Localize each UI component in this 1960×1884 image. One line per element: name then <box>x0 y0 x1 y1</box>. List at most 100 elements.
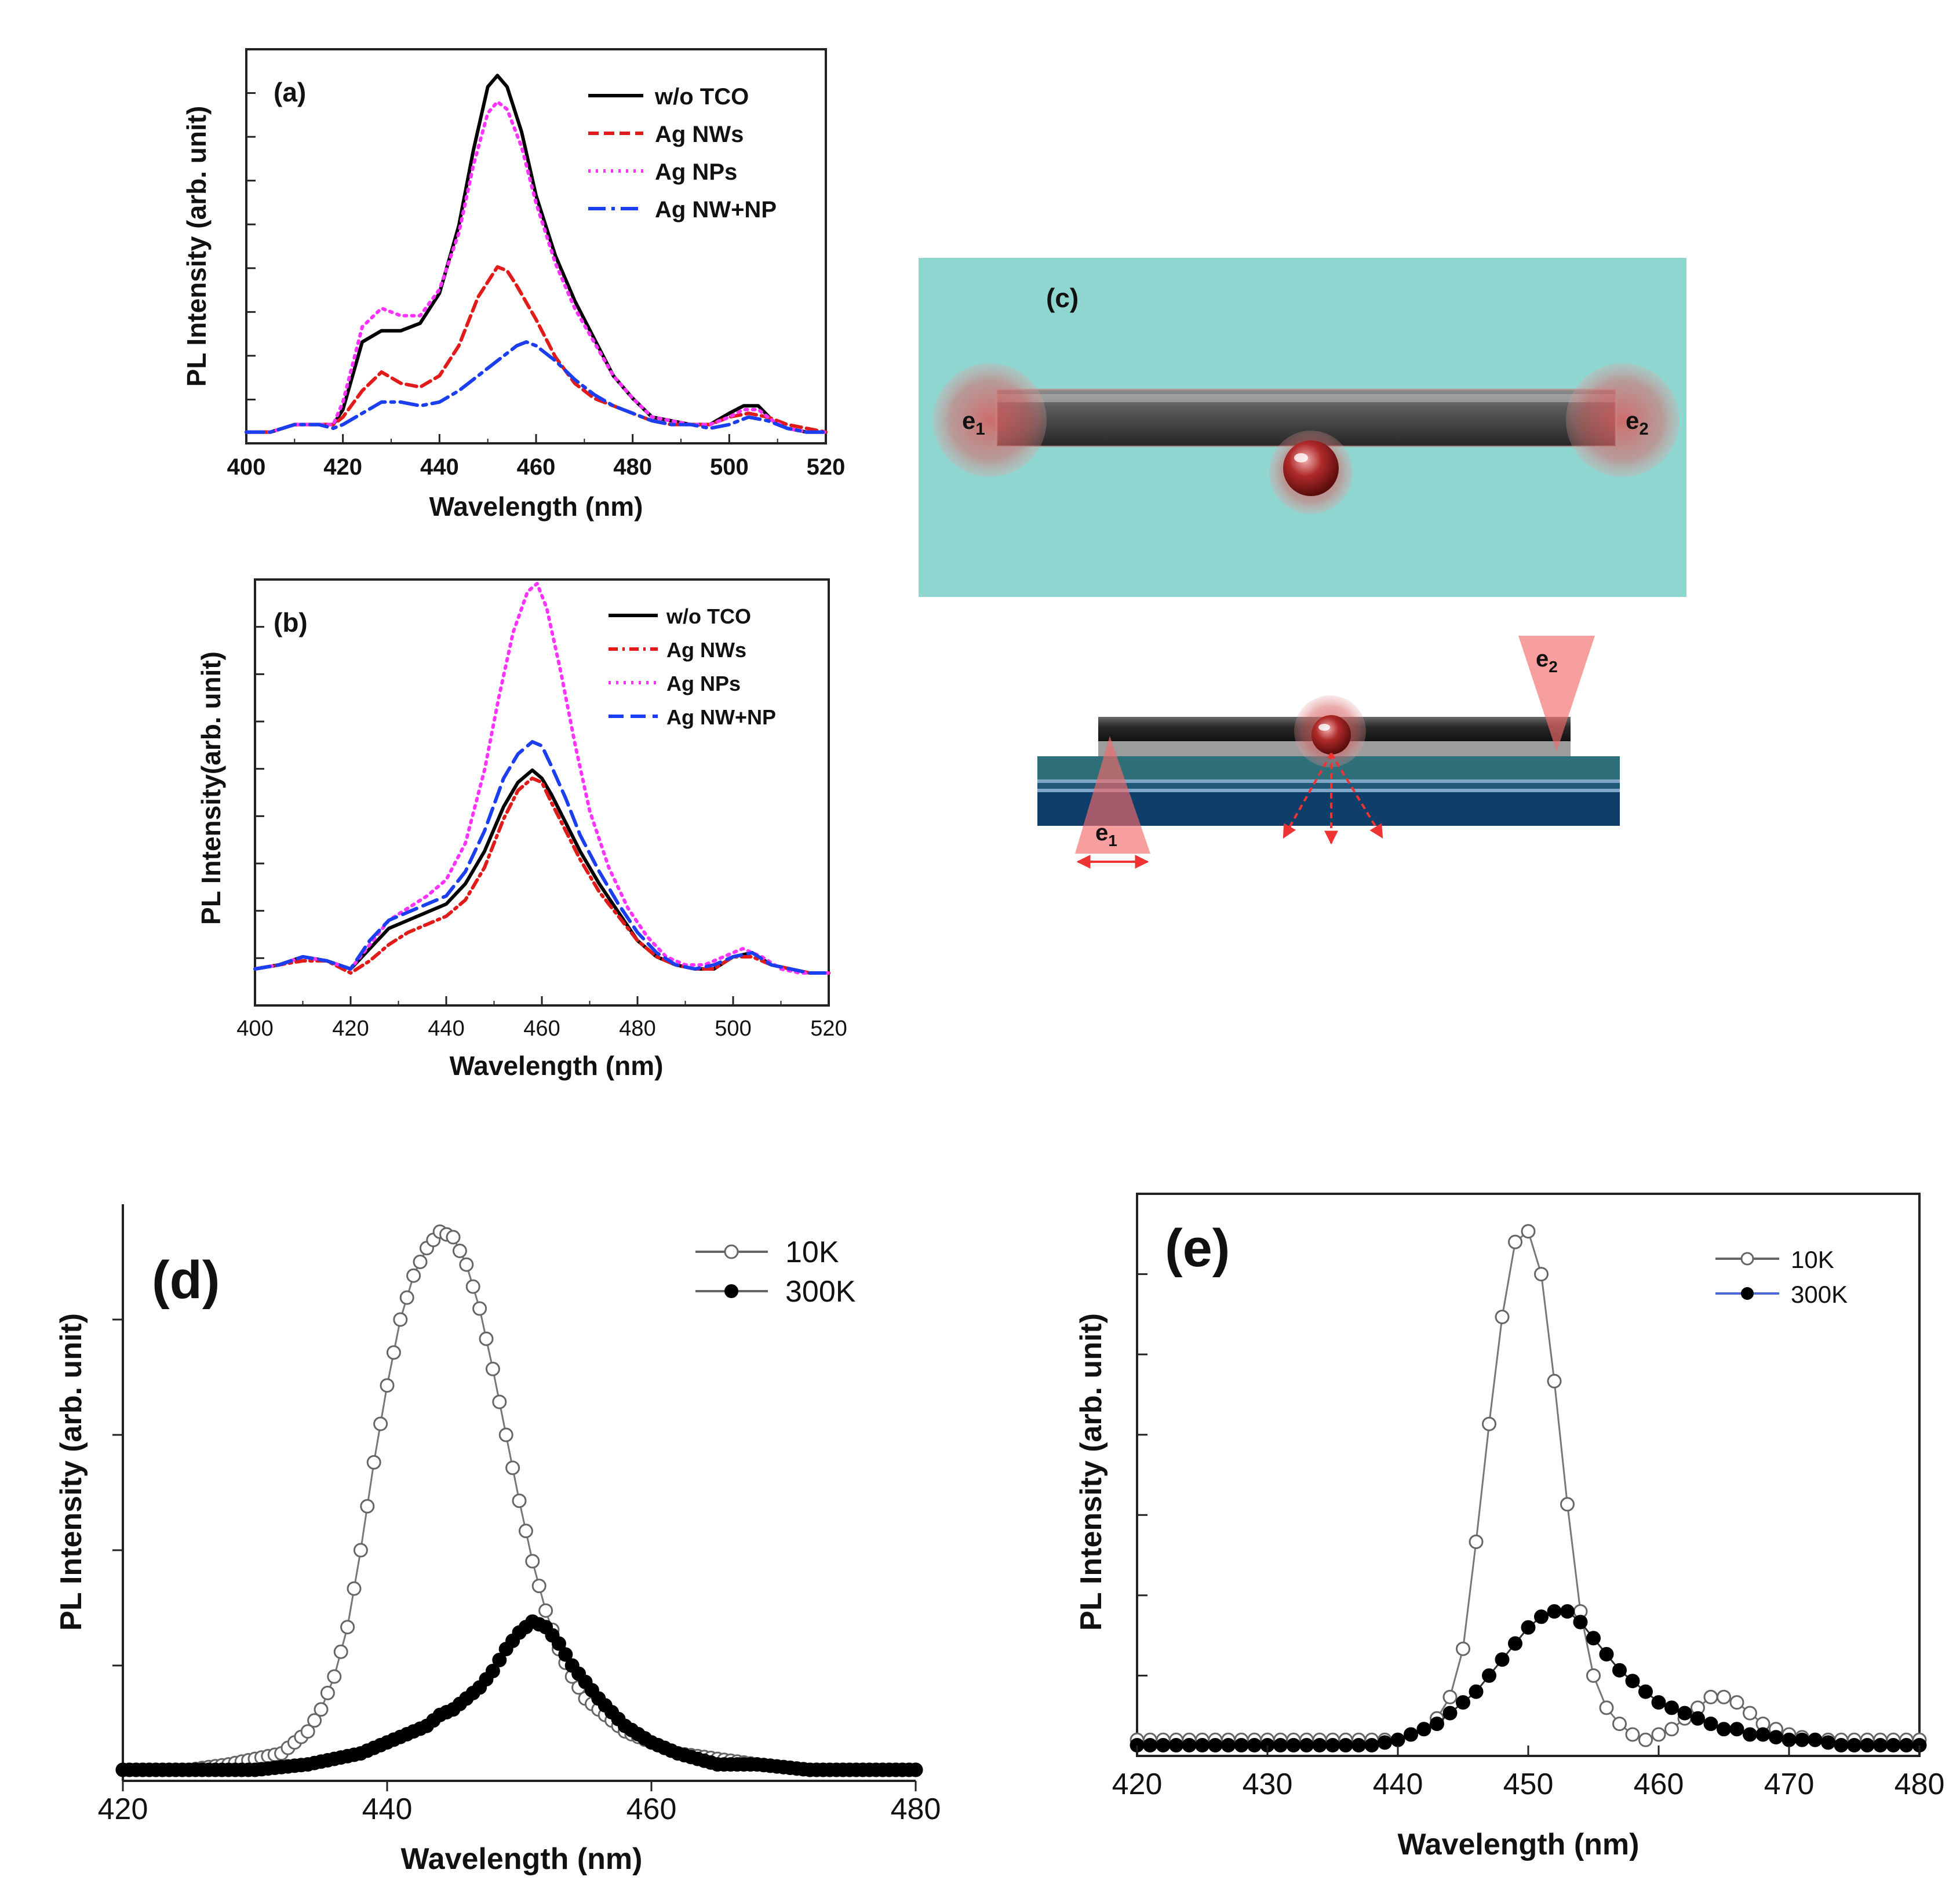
panel-e-yticks <box>1137 1273 1147 1677</box>
point-d-0 <box>465 1279 480 1294</box>
panel-a-legend: w/o TCO Ag NWs Ag NPs Ag NW+NP <box>588 84 777 223</box>
legend-e-label-1: 300K <box>1791 1281 1848 1308</box>
point-d-0 <box>380 1378 395 1393</box>
point-e-0 <box>1743 1706 1757 1721</box>
panel-b-xticks: 400 420 440 460 480 500 520 <box>236 996 847 1041</box>
legend-d-label-0: 10K <box>785 1236 839 1269</box>
point-e-1 <box>1782 1732 1797 1747</box>
xtick-label: 520 <box>810 1016 847 1041</box>
point-d-0 <box>366 1455 381 1470</box>
panel-e-xlabel: Wavelength (nm) <box>1398 1828 1640 1861</box>
point-e-1 <box>1299 1738 1314 1752</box>
point-d-0 <box>413 1255 428 1269</box>
panel-d-legend: 10K 300K <box>695 1236 856 1309</box>
xtick-label: 430 <box>1243 1768 1293 1801</box>
point-e-0 <box>1456 1641 1470 1656</box>
legend-d-label-1: 300K <box>785 1275 856 1309</box>
point-e-1 <box>1860 1738 1875 1752</box>
xtick-label: 400 <box>236 1016 273 1041</box>
point-d-0 <box>314 1702 329 1717</box>
xtick-label: 460 <box>1634 1768 1684 1801</box>
point-d-0 <box>300 1724 315 1739</box>
point-d-0 <box>525 1554 540 1569</box>
nanoparticle-top <box>1283 440 1339 496</box>
nanoparticle-side-shine <box>1318 724 1330 731</box>
point-e-1 <box>1534 1609 1549 1624</box>
point-d-0 <box>512 1493 527 1508</box>
point-e-1 <box>1717 1722 1731 1737</box>
point-e-1 <box>1469 1684 1484 1699</box>
point-e-1 <box>1547 1604 1562 1619</box>
scatter-arrow-right <box>1330 752 1383 839</box>
xtick-label: 520 <box>807 454 846 480</box>
point-d-0 <box>340 1620 355 1635</box>
point-e-1 <box>1886 1738 1901 1752</box>
point-e-1 <box>1208 1738 1223 1752</box>
point-e-1 <box>1195 1738 1209 1752</box>
point-e-1 <box>1338 1738 1353 1752</box>
series-a-0 <box>245 74 828 434</box>
xtick-label: 420 <box>323 454 362 480</box>
legend-b-label-3: Ag NW+NP <box>666 705 776 729</box>
point-e-1 <box>1651 1695 1666 1710</box>
point-e-0 <box>1560 1497 1575 1512</box>
point-e-1 <box>1325 1738 1340 1752</box>
series-b-1 <box>253 777 830 975</box>
point-e-1 <box>1625 1674 1640 1689</box>
xtick-label: 480 <box>619 1016 655 1041</box>
panel-a-yticks <box>246 92 256 400</box>
panel-c-label: (c) <box>1046 283 1079 313</box>
point-e-0 <box>1534 1267 1549 1282</box>
legend-a-label-2: Ag NPs <box>655 159 737 185</box>
point-e-1 <box>1560 1604 1575 1619</box>
point-d-1 <box>558 1647 573 1662</box>
panel-b-label: (b) <box>274 607 308 637</box>
point-e-1 <box>1286 1738 1301 1752</box>
point-e-1 <box>1847 1738 1861 1752</box>
substrate-stripe-1 <box>1037 779 1620 783</box>
legend-a-label-1: Ag NWs <box>655 122 744 147</box>
point-e-1 <box>1416 1722 1431 1737</box>
point-e-0 <box>1586 1668 1601 1683</box>
panel-b-legend: w/o TCO Ag NWs Ag NPs Ag NW+NP <box>609 604 776 729</box>
point-d-0 <box>353 1543 368 1558</box>
series-b-3 <box>253 740 830 975</box>
xtick-label: 420 <box>332 1016 369 1041</box>
point-e-1 <box>1182 1738 1197 1752</box>
point-e-1 <box>1769 1730 1783 1745</box>
panel-a-xlabel: Wavelength (nm) <box>429 491 643 522</box>
point-d-0 <box>406 1268 421 1283</box>
legend-a-label-0: w/o TCO <box>654 84 749 110</box>
panel-d-xticks: 420 440 460 480 <box>98 1781 941 1826</box>
panel-e-ylabel: PL Intensity (arb. unit) <box>1074 1313 1108 1631</box>
point-e-1 <box>1755 1727 1770 1742</box>
point-e-1 <box>1312 1738 1327 1752</box>
point-e-0 <box>1625 1727 1640 1742</box>
point-e-1 <box>1247 1738 1262 1752</box>
legend-e-marker-1 <box>1741 1287 1754 1300</box>
legend-b-label-2: Ag NPs <box>666 672 741 695</box>
point-d-0 <box>531 1579 547 1594</box>
panel-a-ylabel: PL Intensity (arb. unit) <box>181 106 212 387</box>
point-d-0 <box>347 1581 362 1596</box>
substrate-layer-mid <box>1037 783 1620 789</box>
legend-e-marker-0 <box>1740 1252 1754 1266</box>
point-e-1 <box>1156 1738 1171 1752</box>
panel-e-series <box>1130 1224 1927 1752</box>
point-d-0 <box>518 1524 533 1539</box>
panel-b-xlabel: Wavelength (nm) <box>450 1051 664 1081</box>
point-d-1 <box>551 1636 566 1651</box>
emission-glow-e2 <box>1566 363 1680 477</box>
panel-c-diagram: (c) e1 e2 e2 e1 <box>919 258 1686 869</box>
panel-b-series <box>253 582 830 975</box>
point-e-1 <box>1234 1738 1249 1752</box>
point-d-0 <box>485 1361 500 1376</box>
panel-d-ylabel: PL Intensity (arb. unit) <box>54 1313 88 1631</box>
point-e-1 <box>1378 1735 1392 1750</box>
point-d-1 <box>492 1653 507 1667</box>
panel-a: 400 420 440 460 480 500 520 (a) Wavelength (nm… <box>181 48 846 522</box>
xtick-label: 440 <box>362 1792 413 1826</box>
series-line-d-1 <box>123 1620 916 1771</box>
point-e-1 <box>1677 1706 1692 1721</box>
xtick-label: 440 <box>420 454 459 480</box>
